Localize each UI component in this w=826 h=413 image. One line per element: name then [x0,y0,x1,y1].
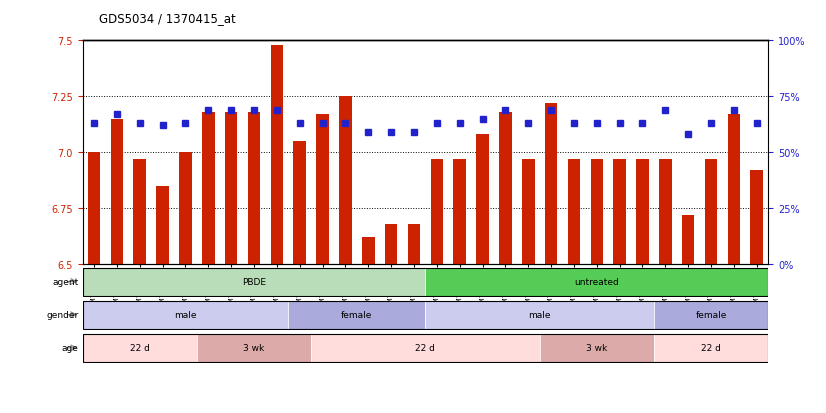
Text: 22 d: 22 d [415,344,435,352]
Bar [682,215,695,264]
Bar [134,159,146,264]
Bar [408,224,420,264]
Text: female: female [695,311,727,319]
Text: gender: gender [46,311,78,319]
Text: 3 wk: 3 wk [586,344,607,352]
Bar [751,171,763,264]
Bar [362,237,374,264]
Bar [477,135,489,264]
Bar [288,301,425,329]
Bar [248,113,260,264]
Text: male: male [174,311,197,319]
Bar [567,159,580,264]
Text: GDS5034 / 1370415_at: GDS5034 / 1370415_at [99,12,236,25]
Text: agent: agent [52,278,78,286]
Bar [225,113,237,264]
Bar [202,113,215,264]
Bar [614,159,626,264]
Bar [728,115,740,264]
Bar [430,159,443,264]
Bar [83,268,425,296]
Text: 3 wk: 3 wk [244,344,264,352]
Bar [179,153,192,264]
Bar [271,46,283,264]
Bar [197,334,311,362]
Text: PBDE: PBDE [242,278,266,286]
Text: 22 d: 22 d [701,344,721,352]
Bar [385,224,397,264]
Text: male: male [529,311,551,319]
Bar [293,142,306,264]
Bar [654,334,768,362]
Bar [539,334,654,362]
Bar [83,334,197,362]
Text: untreated: untreated [574,278,620,286]
Bar [453,159,466,264]
Bar [316,115,329,264]
Bar [499,113,511,264]
Bar [591,159,603,264]
Bar [705,159,717,264]
Bar [522,159,534,264]
Bar [425,301,654,329]
Bar [311,334,539,362]
Bar [339,97,352,264]
Bar [88,153,100,264]
Bar [425,268,768,296]
Text: age: age [62,344,78,352]
Bar [111,119,123,264]
Text: female: female [341,311,373,319]
Bar [659,159,672,264]
Bar [636,159,648,264]
Bar [83,301,288,329]
Text: 22 d: 22 d [130,344,150,352]
Bar [156,186,169,264]
Bar [654,301,768,329]
Bar [545,104,558,264]
